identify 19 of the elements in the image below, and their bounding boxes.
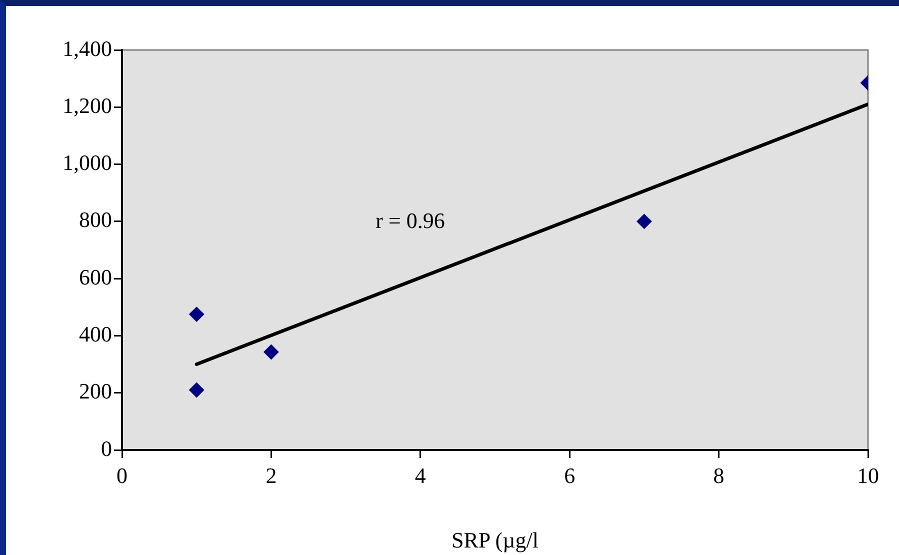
y-tick-label: 600 (79, 264, 112, 290)
x-tick-label: 2 (266, 462, 277, 488)
x-tick-label: 10 (857, 462, 879, 488)
y-tick-label: 1,200 (62, 92, 112, 118)
point (264, 344, 279, 360)
y-tick-label: 0 (101, 436, 112, 461)
x-tick-label: 4 (414, 462, 426, 488)
x-tick-label: 6 (564, 462, 576, 488)
y-tick-label: 1,000 (62, 150, 112, 176)
point (189, 306, 204, 322)
x-axis-title: SRP (µg/l (451, 528, 539, 553)
y-tick-label: 1,400 (62, 36, 112, 61)
x-tick-label: 8 (713, 462, 724, 488)
x-tick-label: 0 (116, 462, 128, 488)
y-tick-label: 800 (79, 207, 112, 232)
annotation: r = 0.96 (376, 208, 445, 233)
point (189, 382, 204, 398)
y-tick-label: 200 (79, 378, 112, 404)
y-tick-label: 400 (79, 321, 112, 346)
